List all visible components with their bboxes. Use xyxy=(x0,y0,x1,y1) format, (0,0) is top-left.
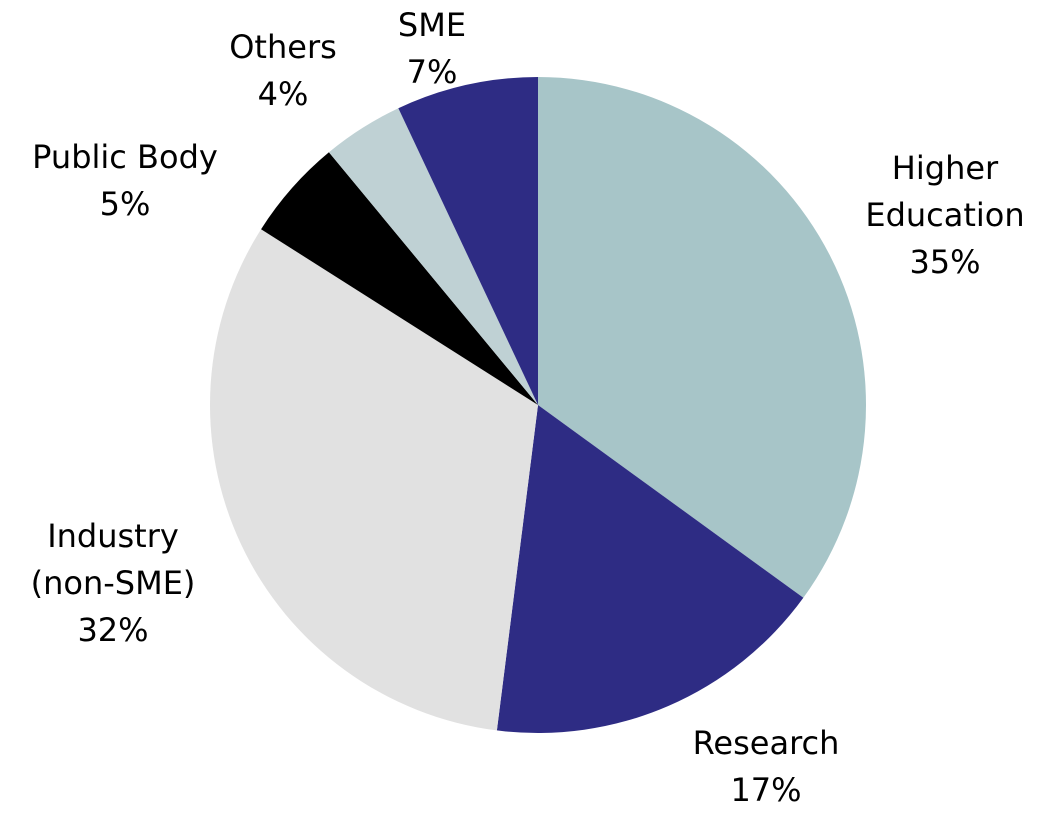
category-label: Research xyxy=(692,723,840,762)
slice-label: Others 4% xyxy=(183,24,383,118)
value-label: 5% xyxy=(99,184,151,223)
category-label: SME xyxy=(397,5,467,44)
category-label: Higher Education xyxy=(865,148,1025,234)
value-label: 35% xyxy=(909,242,981,281)
pie-slice xyxy=(496,405,804,733)
slice-label: Higher Education 35% xyxy=(845,145,1041,286)
value-label: 32% xyxy=(77,610,149,649)
slice-label: Research 17% xyxy=(666,720,866,814)
value-label: 7% xyxy=(406,52,458,91)
slice-label: SME 7% xyxy=(332,2,532,96)
pie-slice xyxy=(209,229,539,731)
slice-label: Industry (non-SME) 32% xyxy=(13,513,213,654)
pie-slice xyxy=(538,77,866,598)
pie-slice xyxy=(398,77,538,405)
value-label: 4% xyxy=(257,74,309,113)
slice-label: Public Body 5% xyxy=(0,134,255,228)
category-label: Industry (non-SME) xyxy=(30,516,196,602)
pie-slice xyxy=(328,108,538,405)
pie-slice xyxy=(261,152,538,405)
category-label: Public Body xyxy=(32,137,218,176)
category-label: Others xyxy=(229,27,337,66)
value-label: 17% xyxy=(730,770,802,809)
